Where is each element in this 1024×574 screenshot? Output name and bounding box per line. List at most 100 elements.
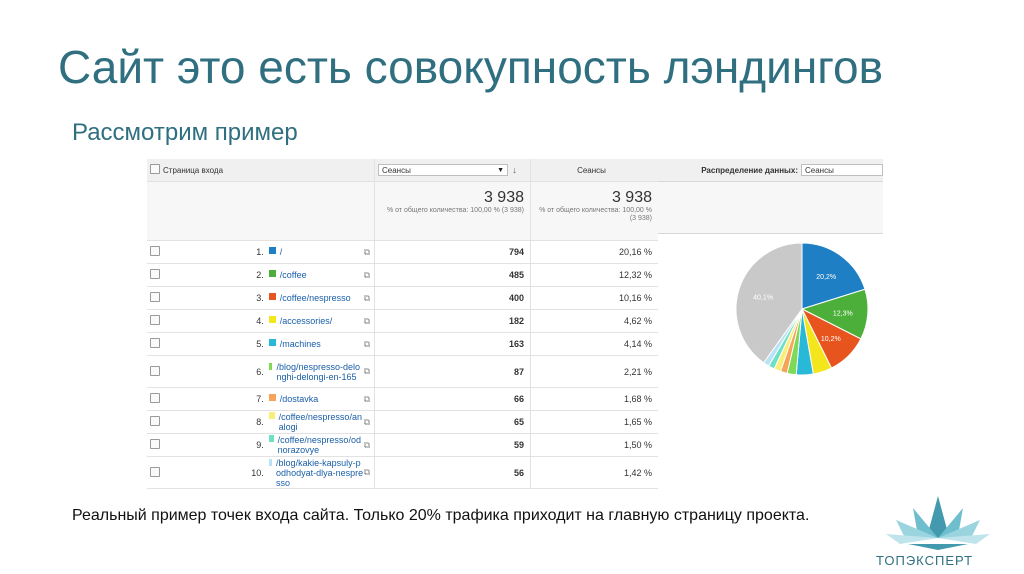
table-row: 8./coffee/nespresso/analogi ⧉ 65 1,65 % <box>147 410 658 434</box>
row-checkbox[interactable] <box>150 439 160 449</box>
analytics-report: Страница входа Сеансы ▼ ↓ Сеансы 3 938 % … <box>147 159 883 489</box>
landing-pages-table: Страница входа Сеансы ▼ ↓ Сеансы 3 938 % … <box>147 159 658 489</box>
row-index: 9. <box>163 433 269 457</box>
row-checkbox[interactable] <box>150 365 160 376</box>
row-index: 2. <box>163 263 269 287</box>
column-header-sessions[interactable]: Сеансы <box>530 159 658 182</box>
series-color-swatch <box>268 316 276 323</box>
header-checkbox-cell <box>147 159 163 182</box>
row-page-link[interactable]: / <box>268 247 283 257</box>
row-checkbox[interactable] <box>150 315 160 325</box>
row-checkbox-cell <box>147 456 163 489</box>
slide-caption: Реальный пример точек входа сайта. Тольк… <box>72 507 810 524</box>
row-page-link[interactable]: /coffee/nespresso/analogi <box>268 412 364 432</box>
row-page-cell: /blog/nespresso-delonghi-delongi-en-165 ⧉ <box>268 355 375 388</box>
row-index: 8. <box>163 410 269 434</box>
row-checkbox[interactable] <box>150 466 160 477</box>
row-page-cell: /machines ⧉ <box>268 332 375 356</box>
metric-select[interactable]: Сеансы ▼ <box>378 164 508 176</box>
row-sessions: 485 <box>374 263 531 287</box>
row-percent: 20,16 % <box>530 240 658 264</box>
row-index: 10. <box>163 456 269 489</box>
row-page-link[interactable]: /blog/kakie-kapsuly-podhodyat-dlya-nespr… <box>268 457 364 488</box>
row-sessions: 87 <box>374 355 531 388</box>
sessions-pie-chart: 20,2% 12,3% 10,2% 40,1% <box>735 242 869 376</box>
row-sessions: 66 <box>374 387 531 411</box>
row-checkbox-cell <box>147 355 163 388</box>
row-checkbox[interactable] <box>150 292 160 302</box>
row-page-label: /blog/kakie-kapsuly-podhodyat-dlya-nespr… <box>276 457 364 488</box>
column-header-sessions-label: Сеансы <box>577 165 606 175</box>
open-page-icon[interactable]: ⧉ <box>363 393 370 404</box>
slide-subtitle: Рассмотрим пример <box>72 119 298 146</box>
open-page-icon[interactable]: ⧉ <box>363 416 370 427</box>
row-page-link[interactable]: /machines <box>268 339 321 349</box>
distribution-label: Распределение данных: <box>701 165 798 175</box>
row-page-cell: /dostavka ⧉ <box>268 387 375 411</box>
row-checkbox[interactable] <box>150 393 160 403</box>
column-header-landing-page[interactable]: Страница входа <box>163 159 375 182</box>
row-checkbox[interactable] <box>150 416 160 426</box>
open-page-icon[interactable]: ⧉ <box>363 292 370 303</box>
row-checkbox[interactable] <box>150 246 160 256</box>
open-page-icon[interactable]: ⧉ <box>363 315 370 326</box>
row-checkbox-cell <box>147 410 163 434</box>
row-percent: 4,62 % <box>530 309 658 333</box>
series-color-swatch <box>268 339 276 346</box>
table-row: 7. /dostavka ⧉ 66 1,68 % <box>147 387 658 411</box>
row-page-label: /coffee/nespresso/analogi <box>278 412 362 432</box>
row-percent: 1,50 % <box>530 433 658 457</box>
series-color-swatch <box>268 293 276 300</box>
open-page-icon[interactable]: ⧉ <box>363 269 370 280</box>
row-page-label: /blog/nespresso-delonghi-delongi-en-165 <box>276 361 361 382</box>
table-row: 2. /coffee ⧉ 485 12,32 % <box>147 263 658 287</box>
row-page-cell: / ⧉ <box>268 240 375 264</box>
open-page-icon[interactable]: ⧉ <box>363 467 370 477</box>
row-page-link[interactable]: /dostavka <box>268 394 318 404</box>
row-checkbox[interactable] <box>150 338 160 348</box>
row-index: 7. <box>163 387 269 411</box>
row-index: 4. <box>163 309 269 333</box>
pie-slice[interactable] <box>801 242 866 310</box>
series-color-swatch <box>268 435 274 442</box>
distribution-select[interactable]: Сеансы <box>801 164 883 176</box>
sort-down-arrow-icon[interactable]: ↓ <box>512 165 517 175</box>
total-sessions-note: % от общего количества: 100,00 % (3 938) <box>386 207 524 214</box>
open-page-icon[interactable]: ⧉ <box>363 246 370 257</box>
row-page-label: / <box>279 247 283 257</box>
open-page-icon[interactable]: ⧉ <box>363 366 370 376</box>
open-page-icon[interactable]: ⧉ <box>363 439 370 450</box>
row-page-cell: /accessories/ ⧉ <box>268 309 375 333</box>
row-page-link[interactable]: /accessories/ <box>268 316 333 326</box>
row-checkbox-cell <box>147 309 163 333</box>
row-page-cell: /coffee/nespresso/analogi ⧉ <box>268 410 375 434</box>
column-header-landing-page-label: Страница входа <box>163 165 224 175</box>
row-percent: 12,32 % <box>530 263 658 287</box>
row-checkbox-cell <box>147 286 163 310</box>
table-row: 10./blog/kakie-kapsuly-podhodyat-dlya-ne… <box>147 456 658 489</box>
table-row: 5. /machines ⧉ 163 4,14 % <box>147 332 658 356</box>
company-logo-icon <box>886 496 990 550</box>
row-page-cell: /coffee/nespresso ⧉ <box>268 286 375 310</box>
row-page-link[interactable]: /blog/nespresso-delonghi-delongi-en-165 <box>268 361 364 382</box>
row-sessions: 65 <box>374 410 531 434</box>
row-percent: 10,16 % <box>530 286 658 310</box>
series-color-swatch <box>268 247 276 254</box>
row-checkbox-cell <box>147 433 163 457</box>
metric-select-cell: Сеансы ▼ ↓ <box>374 159 531 182</box>
row-page-label: /machines <box>279 339 321 349</box>
row-page-label: /accessories/ <box>279 316 333 326</box>
pie-slice-label: 20,2% <box>816 274 836 281</box>
row-index: 3. <box>163 286 269 310</box>
row-checkbox[interactable] <box>150 269 160 279</box>
row-page-link[interactable]: /coffee/nespresso/odnorazovye <box>268 435 364 455</box>
row-page-label: /coffee <box>279 270 307 280</box>
select-all-checkbox[interactable] <box>150 164 160 174</box>
row-page-link[interactable]: /coffee/nespresso <box>268 293 351 303</box>
total-sessions-value: 3 938 <box>483 189 524 206</box>
totals-row: 3 938 % от общего количества: 100,00 % (… <box>147 181 658 241</box>
pie-slice[interactable] <box>735 242 803 364</box>
row-page-link[interactable]: /coffee <box>268 270 307 280</box>
open-page-icon[interactable]: ⧉ <box>363 338 370 349</box>
row-percent: 1,68 % <box>530 387 658 411</box>
